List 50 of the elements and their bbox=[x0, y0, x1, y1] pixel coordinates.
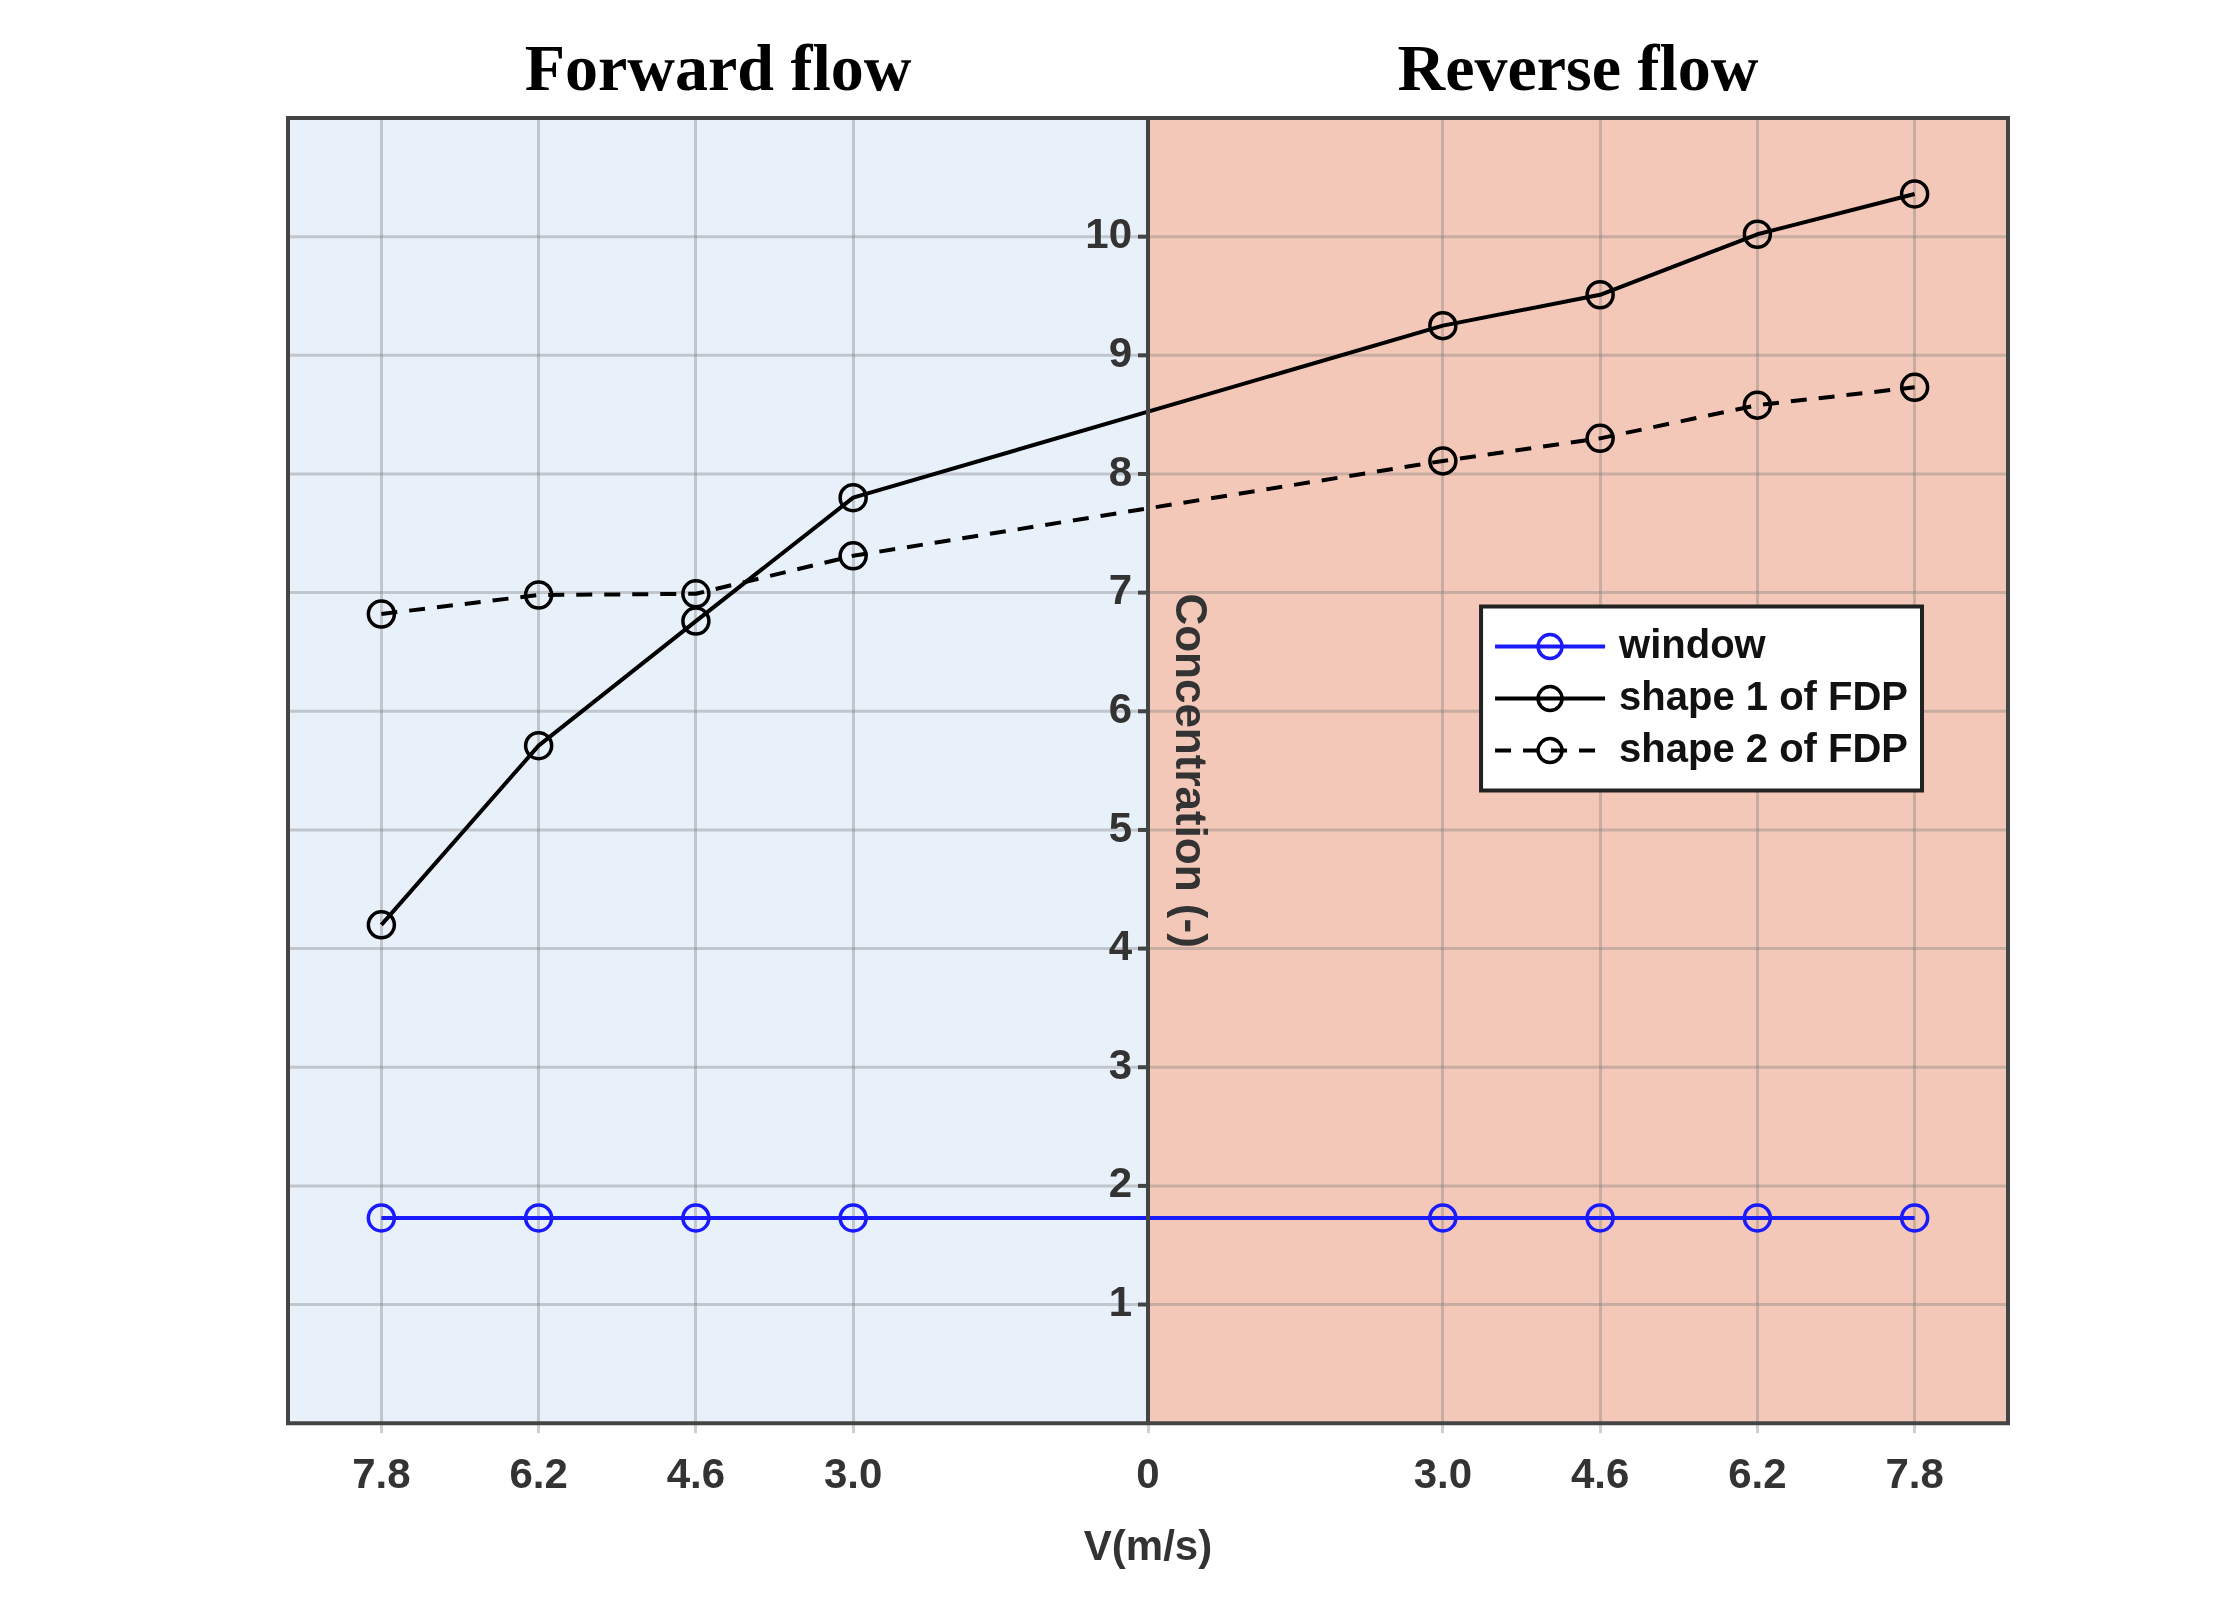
point bbox=[1428, 446, 1458, 476]
y-tick-label: 2 bbox=[1108, 1159, 1132, 1207]
x-tick-label: 6.2 bbox=[1728, 1449, 1787, 1497]
legend-label: shape 1 of FDP bbox=[1619, 673, 1909, 718]
x-tick-label: 7.8 bbox=[352, 1449, 411, 1497]
point bbox=[681, 579, 711, 609]
point bbox=[838, 541, 868, 571]
x-tick-label: 3.0 bbox=[823, 1449, 883, 1497]
point bbox=[1428, 1203, 1458, 1233]
point bbox=[1428, 310, 1458, 341]
point bbox=[523, 1203, 554, 1233]
y-tick-label: 5 bbox=[1108, 803, 1132, 851]
x-tick-label: 4.6 bbox=[666, 1449, 726, 1497]
y-tick-label: 6 bbox=[1108, 684, 1132, 732]
point bbox=[366, 599, 397, 629]
y-tick-label: 10 bbox=[1085, 210, 1132, 258]
y-tick-label: 3 bbox=[1108, 1040, 1132, 1088]
y-tick-label: 1 bbox=[1108, 1278, 1132, 1326]
point bbox=[1899, 372, 1930, 403]
x-tick-label: 0 bbox=[1136, 1449, 1160, 1497]
point bbox=[681, 606, 711, 636]
band-label: Reverse flow bbox=[1397, 31, 1759, 105]
point bbox=[1585, 1203, 1615, 1233]
point bbox=[1742, 219, 1773, 250]
point bbox=[523, 730, 554, 761]
point bbox=[1899, 179, 1930, 209]
x-axis-title: V(m/s) bbox=[1083, 1522, 1213, 1570]
point bbox=[1742, 1203, 1773, 1233]
point bbox=[366, 910, 397, 940]
y-axis-title: Concentration (-) bbox=[1166, 593, 1216, 948]
point bbox=[838, 1203, 868, 1233]
x-tick-label: 4.6 bbox=[1570, 1449, 1630, 1497]
legend-label: shape 2 of FDP bbox=[1619, 725, 1909, 770]
y-tick-label: 9 bbox=[1108, 328, 1132, 376]
x-tick-label: 6.2 bbox=[509, 1449, 568, 1497]
band-label: Forward flow bbox=[524, 31, 912, 105]
point bbox=[681, 1203, 711, 1233]
point bbox=[1899, 1203, 1930, 1233]
point bbox=[1585, 423, 1615, 454]
point bbox=[1585, 280, 1615, 310]
x-tick-label: 7.8 bbox=[1885, 1449, 1944, 1497]
legend-label: window bbox=[1618, 621, 1767, 666]
point bbox=[1742, 390, 1773, 420]
point bbox=[523, 580, 554, 610]
y-tick-label: 7 bbox=[1108, 566, 1132, 614]
point bbox=[366, 1203, 397, 1233]
y-tick-label: 4 bbox=[1108, 922, 1133, 970]
point bbox=[838, 482, 868, 513]
y-tick-label: 8 bbox=[1108, 447, 1132, 495]
x-tick-label: 3.0 bbox=[1413, 1449, 1473, 1497]
